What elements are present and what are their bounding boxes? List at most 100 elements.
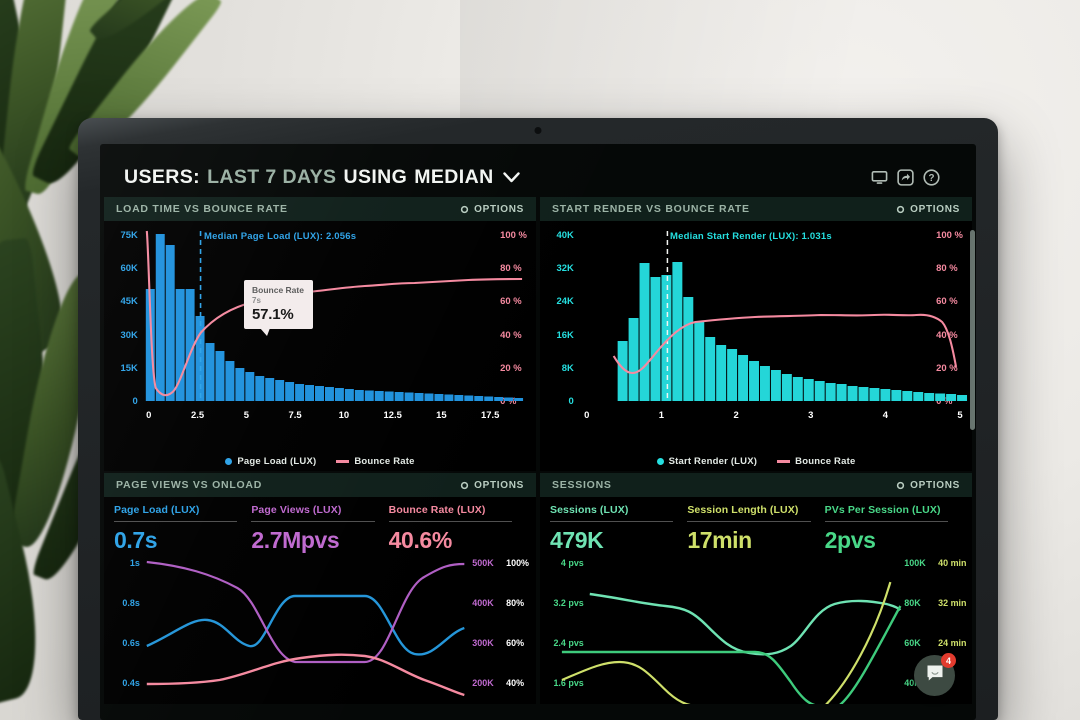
chevron-down-icon[interactable] — [502, 166, 520, 189]
svg-text:15: 15 — [436, 410, 447, 421]
metric-bounce-rate[interactable]: Bounce Rate (LUX) 40.6% — [388, 504, 526, 554]
metric-sessions[interactable]: Sessions (LUX) 479K — [550, 504, 687, 554]
panel-title: LOAD TIME VS BOUNCE RATE — [116, 203, 288, 215]
tooltip-sub: 7s — [252, 295, 261, 305]
metric-session-length[interactable]: Session Length (LUX) 17min — [687, 504, 824, 554]
options-button[interactable]: OPTIONS — [896, 204, 960, 215]
metric-value: 479K — [550, 527, 604, 553]
metric-rule — [114, 521, 238, 522]
legend-label: Page Load (LUX) — [237, 456, 317, 467]
chart-page-views[interactable]: 1s 0.8s 0.6s 0.4s 500K 400K 300K 200K 100% 80… — [104, 554, 536, 704]
svg-text:12.5: 12.5 — [383, 410, 401, 421]
metric-label: Session Length (LUX) — [687, 504, 799, 516]
svg-text:0: 0 — [146, 410, 151, 421]
metric-page-load[interactable]: Page Load (LUX) 0.7s — [114, 504, 251, 554]
page-title[interactable]: USERS: LAST 7 DAYS USING MEDIAN — [124, 166, 520, 189]
chart-svg: 4 pvs 3.2 pvs 2.4 pvs 1.6 pvs 100K 80K 60K 4… — [553, 558, 967, 704]
metric-label: Sessions (LUX) — [550, 504, 629, 516]
page-views-line — [146, 560, 465, 664]
svg-text:0: 0 — [584, 410, 589, 421]
svg-text:16K: 16K — [557, 330, 574, 341]
tooltip-pointer — [260, 328, 270, 337]
legend-label: Bounce Rate — [354, 456, 415, 467]
svg-text:0.6s: 0.6s — [122, 638, 139, 648]
title-range[interactable]: LAST 7 DAYS — [207, 166, 337, 188]
legend-label: Bounce Rate — [795, 456, 856, 467]
legend-item-start-render[interactable]: Start Render (LUX) — [656, 456, 758, 467]
svg-text:1: 1 — [659, 410, 664, 421]
legend-item-bounce-rate[interactable]: Bounce Rate — [777, 456, 855, 467]
monitor-icon[interactable] — [871, 169, 888, 186]
header-icon-group: ? — [871, 169, 940, 186]
svg-text:80 %: 80 % — [500, 263, 522, 274]
svg-text:15K: 15K — [121, 363, 138, 374]
metric-label: Bounce Rate (LUX) — [388, 504, 486, 516]
dashboard-grid: LOAD TIME VS BOUNCE RATE OPTIONS — [100, 195, 976, 704]
sessions-line — [589, 592, 902, 656]
chart-load-time[interactable]: 75K 60K 45K 30K 15K 0 100 % 80 % 60 % 40 % 20 %… — [104, 221, 536, 471]
svg-text:100K: 100K — [904, 558, 926, 568]
bounce-rate-line — [146, 653, 465, 697]
panel-start-render-vs-bounce-rate: START RENDER VS BOUNCE RATE OPTIONS — [540, 197, 972, 471]
svg-text:0.4s: 0.4s — [122, 678, 139, 688]
metric-pvs-per-session[interactable]: PVs Per Session (LUX) 2pvs — [824, 504, 962, 554]
options-label: OPTIONS — [474, 203, 524, 215]
scrollbar[interactable] — [970, 230, 975, 430]
options-button[interactable]: OPTIONS — [460, 204, 524, 215]
svg-text:40 min: 40 min — [938, 558, 966, 568]
legend-dash-icon — [336, 460, 350, 463]
chart-svg: 1s 0.8s 0.6s 0.4s 500K 400K 300K 200K 100% 80… — [122, 558, 529, 697]
panel-sessions: SESSIONS OPTIONS Sessions (LUX) — [540, 473, 972, 704]
chat-widget-button[interactable]: 4 — [914, 653, 956, 696]
legend-dash-icon — [777, 460, 791, 463]
panel-title: SESSIONS — [552, 479, 612, 491]
legend-label: Start Render (LUX) — [668, 456, 758, 467]
svg-text:?: ? — [929, 173, 935, 184]
svg-text:32 min: 32 min — [938, 598, 966, 608]
laptop-screen: USERS: LAST 7 DAYS USING MEDIAN — [100, 144, 976, 720]
svg-text:100%: 100% — [506, 558, 529, 568]
help-icon[interactable]: ? — [923, 169, 940, 186]
svg-text:4 pvs: 4 pvs — [561, 558, 584, 568]
metric-page-views[interactable]: Page Views (LUX) 2.7Mpvs — [251, 504, 388, 554]
panel-header: START RENDER VS BOUNCE RATE OPTIONS — [540, 197, 972, 221]
metric-value: 2.7Mpvs — [251, 527, 340, 553]
options-button[interactable]: OPTIONS — [460, 480, 524, 491]
svg-text:100 %: 100 % — [936, 230, 963, 241]
svg-text:0: 0 — [569, 396, 574, 407]
options-label: OPTIONS — [910, 479, 960, 491]
svg-text:3: 3 — [808, 410, 813, 421]
svg-text:100 %: 100 % — [500, 230, 527, 241]
svg-text:400K: 400K — [472, 598, 494, 608]
svg-text:60 %: 60 % — [500, 296, 522, 307]
panel-title: PAGE VIEWS VS ONLOAD — [116, 479, 263, 491]
svg-text:45K: 45K — [121, 296, 138, 307]
svg-text:80 %: 80 % — [936, 263, 958, 274]
svg-text:0 %: 0 % — [936, 396, 953, 407]
share-icon[interactable] — [897, 169, 914, 186]
legend-item-bounce-rate[interactable]: Bounce Rate — [336, 456, 414, 467]
options-button[interactable]: OPTIONS — [896, 480, 960, 491]
svg-text:1.6 pvs: 1.6 pvs — [553, 678, 583, 688]
svg-text:10: 10 — [339, 410, 350, 421]
metric-rule — [687, 521, 811, 522]
chart-start-render[interactable]: 40K 32K 24K 16K 8K 0 100 % 80 % 60 % 40 % 20 % 0… — [540, 221, 972, 471]
gear-icon — [460, 205, 469, 214]
page-load-line — [146, 594, 465, 656]
metric-rule — [824, 521, 948, 522]
chat-unread-badge: 4 — [941, 653, 956, 668]
svg-text:20 %: 20 % — [500, 363, 522, 374]
svg-text:40K: 40K — [557, 230, 574, 241]
svg-text:80K: 80K — [904, 598, 921, 608]
gear-icon — [896, 205, 905, 214]
laptop-device: USERS: LAST 7 DAYS USING MEDIAN — [78, 118, 998, 720]
chart-tooltip: Bounce Rate 7s 57.1% — [244, 280, 313, 337]
svg-text:300K: 300K — [472, 638, 494, 648]
chart-sessions[interactable]: 4 pvs 3.2 pvs 2.4 pvs 1.6 pvs 100K 80K 60K 4… — [540, 554, 972, 704]
metric-row: Page Load (LUX) 0.7s Page Views (LUX) 2.… — [104, 497, 536, 554]
svg-text:80%: 80% — [506, 598, 524, 608]
svg-text:5: 5 — [244, 410, 249, 421]
legend-dot-icon — [225, 458, 233, 465]
legend-item-page-load[interactable]: Page Load (LUX) — [225, 456, 316, 467]
title-metric[interactable]: MEDIAN — [414, 166, 494, 188]
